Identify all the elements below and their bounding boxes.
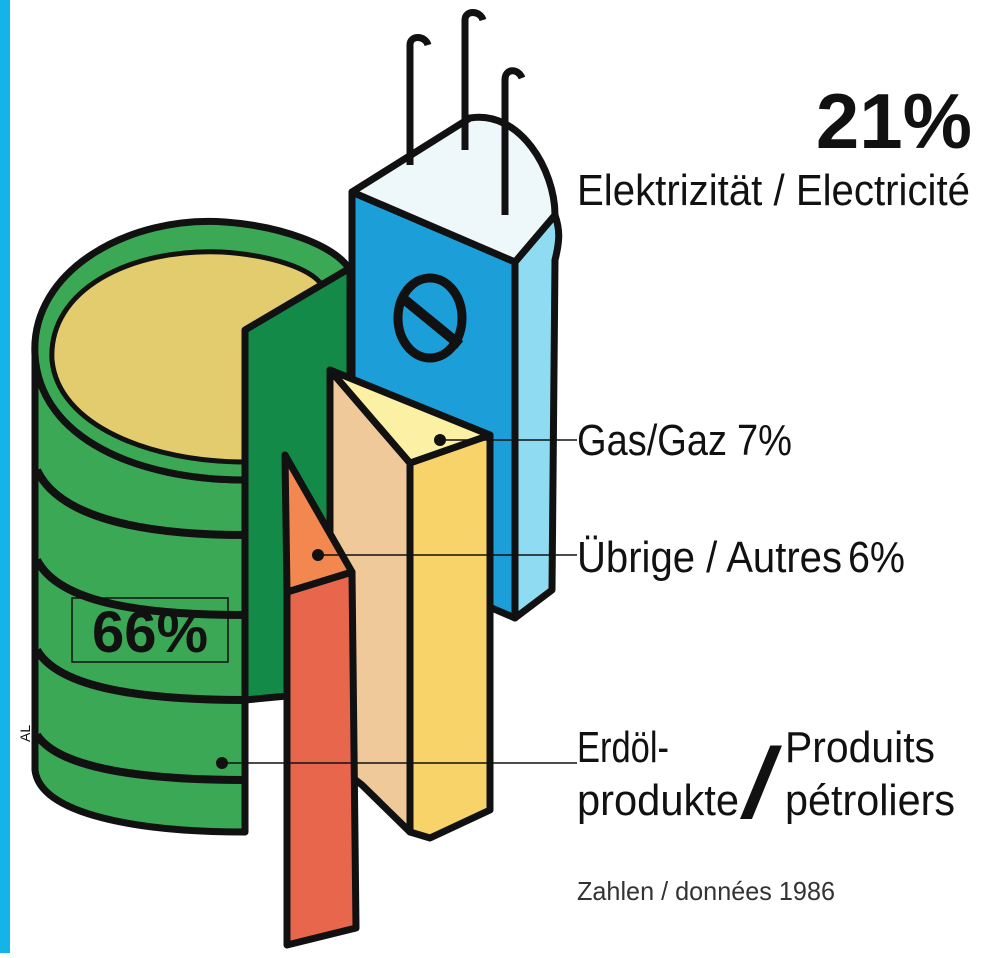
note: Zahlen / données 1986 bbox=[577, 876, 835, 906]
elec-prongs bbox=[406, 9, 526, 215]
edge-strip bbox=[0, 0, 10, 953]
elec-side bbox=[511, 211, 563, 622]
category-label: pétroliers bbox=[785, 776, 955, 825]
value-label: 6% bbox=[848, 533, 905, 582]
value-label: 21% bbox=[816, 77, 972, 165]
other-prism bbox=[281, 451, 360, 949]
barrel-rings bbox=[33, 468, 246, 784]
other-top bbox=[281, 451, 356, 596]
leaders bbox=[216, 434, 577, 769]
value-label: 66% bbox=[92, 600, 208, 665]
category-label: produkte bbox=[577, 776, 739, 825]
signature: AL bbox=[17, 725, 33, 742]
gas-right bbox=[406, 431, 494, 842]
value-box bbox=[71, 597, 229, 663]
category-label: Produits bbox=[785, 723, 935, 772]
other-front bbox=[283, 568, 360, 949]
category-label: Erdöl- bbox=[577, 723, 669, 772]
elec-logo bbox=[393, 273, 467, 363]
barrel-top bbox=[49, 249, 326, 465]
category-label: / bbox=[740, 728, 782, 840]
value-label: 7% bbox=[737, 416, 792, 465]
category-label: Elektrizität / Electricité bbox=[577, 166, 970, 215]
category-label: Übrige / Autres bbox=[577, 533, 842, 582]
category-label: Gas/Gaz bbox=[577, 416, 727, 465]
